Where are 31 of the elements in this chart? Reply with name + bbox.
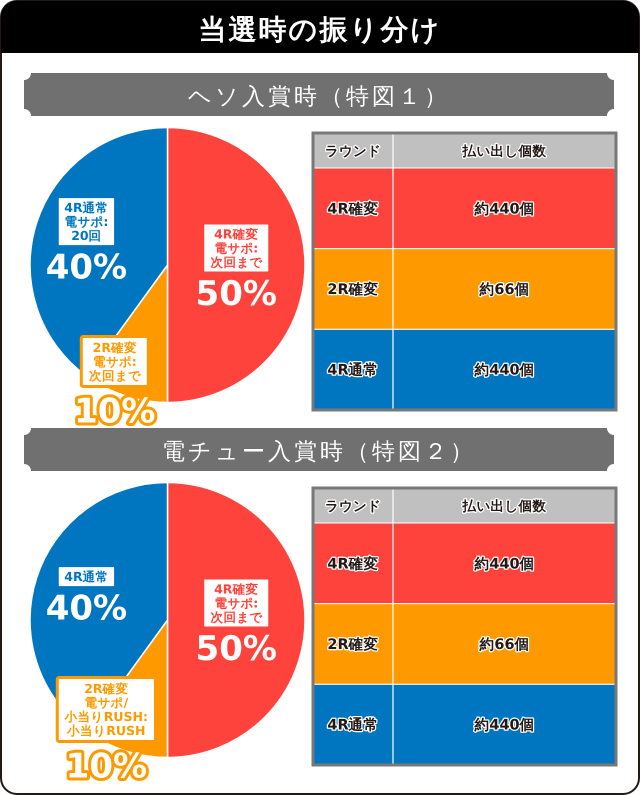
slice-label: 4R通常 (64, 569, 109, 584)
data-label: 10% (66, 746, 148, 786)
text: ラウンド (325, 498, 381, 514)
text: 約440個 (474, 362, 535, 379)
text: 約440個 (474, 556, 535, 572)
slice-label: 4R確変電サポ:次回まで (210, 226, 264, 270)
slice-label: 4R確変電サポ:次回まで (210, 582, 264, 624)
category-label: 2R確変 (327, 635, 379, 653)
text: ラウンド (325, 144, 381, 160)
text: 約66個 (479, 637, 530, 653)
text: 約440個 (474, 201, 535, 218)
data-label: 10% (74, 392, 156, 432)
category-label: 2R確変 (327, 280, 379, 298)
category-label: 4R通常 (327, 716, 379, 734)
text: 約440個 (474, 718, 535, 734)
chart-title: 電チュー入賞時（特図２） (162, 439, 476, 465)
data-label: 50% (196, 629, 277, 669)
data-label: 40% (46, 248, 128, 288)
slice-label: 4R通常電サポ:20回 (64, 200, 109, 244)
text: 払い出し個数 (462, 144, 548, 160)
text: 払い出し個数 (462, 498, 548, 514)
category-label: 4R通常 (327, 362, 379, 379)
slice-label: 2R確変電サポ/小当りRUSH:小当りRUSH (64, 681, 148, 738)
slice-label: 2R確変電サポ:次回まで (88, 340, 142, 383)
category-label: 4R確変 (327, 554, 379, 572)
text: 約66個 (479, 282, 530, 298)
chart-title: 当選時の振り分け (198, 13, 442, 46)
category-label: 4R確変 (327, 199, 379, 218)
data-label: 50% (196, 274, 277, 314)
data-label: 40% (46, 588, 128, 629)
chart-subtitle: ヘソ入賞時（特図１） (188, 84, 450, 110)
